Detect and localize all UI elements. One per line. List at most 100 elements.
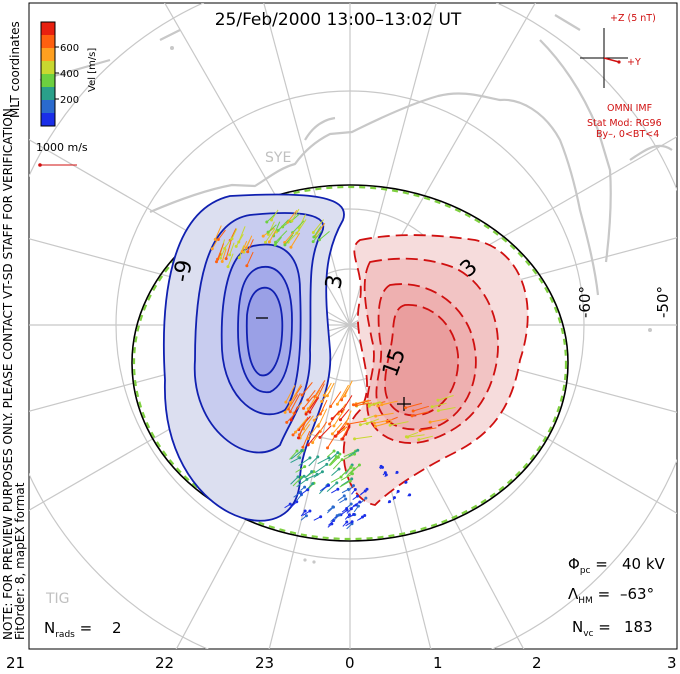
- velocity-vector-origin: [404, 480, 408, 484]
- velocity-vector-origin: [266, 232, 270, 236]
- velocity-vector-origin: [312, 235, 316, 239]
- velocity-vector-origin: [295, 231, 299, 235]
- velocity-vector: [247, 239, 254, 252]
- velocity-vector: [290, 406, 299, 421]
- velocity-vector: [303, 415, 314, 430]
- velocity-vector: [265, 228, 276, 243]
- velocity-vector-origin: [356, 494, 360, 498]
- velocity-vector-origin: [350, 520, 354, 524]
- velocity-vector: [326, 450, 335, 458]
- velocity-vector-origin: [343, 394, 347, 398]
- velocity-vector-origin: [337, 467, 341, 471]
- velocity-vector-origin: [332, 449, 336, 453]
- velocity-vector: [238, 226, 246, 243]
- colorbar-segment: [41, 61, 55, 75]
- velocity-vector: [317, 457, 330, 465]
- velocity-vector: [420, 427, 437, 432]
- imf-y-label: +Y: [627, 57, 641, 68]
- velocity-vector: [308, 456, 319, 467]
- velocity-vector: [344, 453, 355, 460]
- velocity-vector: [337, 384, 349, 405]
- velocity-vector: [217, 229, 226, 240]
- velocity-vector-origin: [283, 241, 287, 245]
- velocity-vector-origin: [322, 393, 326, 397]
- velocity-vector: [307, 430, 320, 446]
- velocity-vector-origin: [312, 418, 316, 422]
- velocity-vector-origin: [367, 404, 371, 408]
- velocity-vector-origin: [376, 404, 380, 408]
- velocity-vector-origin: [328, 422, 332, 426]
- velocity-vector-origin: [351, 484, 355, 488]
- colorbar-segment: [41, 100, 55, 114]
- velocity-vector-origin: [300, 449, 304, 453]
- hm-boundary-inner: [132, 185, 568, 541]
- velocity-vector: [333, 408, 346, 427]
- velocity-vector-origin: [284, 400, 288, 404]
- velocity-vector-origin: [285, 420, 289, 424]
- velocity-vector-origin: [283, 410, 287, 414]
- velocity-vector-origin: [306, 398, 310, 402]
- colorbar-tick-400: 400: [60, 69, 79, 80]
- velocity-vector-origin: [308, 410, 312, 414]
- velocity-vector-origin: [294, 430, 298, 434]
- velocity-vector: [287, 210, 298, 223]
- velocity-vector: [349, 464, 360, 475]
- velocity-vector: [303, 396, 314, 409]
- velocity-vector: [340, 473, 353, 481]
- colorbar-segment: [41, 113, 55, 127]
- velocity-vector-origin: [304, 412, 308, 416]
- velocity-vector: [323, 382, 332, 396]
- velocity-vector: [295, 466, 305, 473]
- velocity-vector: [317, 408, 328, 427]
- velocity-vector: [319, 425, 332, 438]
- velocity-vector-origin: [244, 246, 248, 250]
- contour-label-pos-3a: 3: [321, 273, 348, 291]
- velocity-vector-origin: [436, 398, 440, 402]
- velocity-vector: [331, 407, 344, 419]
- velocity-vector: [390, 421, 409, 426]
- scale-vector: 1000 m/s: [36, 141, 88, 167]
- n-vc-value: 183: [624, 618, 653, 636]
- velocity-vector: [364, 414, 376, 420]
- velocity-vector: [375, 412, 394, 417]
- velocity-vector: [329, 456, 339, 466]
- velocity-vector: [313, 409, 325, 421]
- velocity-vector-origin: [333, 434, 337, 438]
- velocity-vector-origin: [350, 477, 354, 481]
- n-vc-label: Nvc =: [572, 618, 611, 639]
- velocity-vector-origin: [290, 219, 294, 223]
- velocity-vector: [292, 220, 305, 233]
- velocity-vector: [290, 232, 301, 248]
- velocity-vector-origin: [327, 456, 331, 460]
- velocity-vector-origin: [226, 265, 230, 269]
- velocity-vector-origin: [353, 487, 357, 491]
- velocity-vector-origin: [298, 456, 302, 460]
- velocity-vector-origin: [349, 502, 353, 506]
- velocity-vector: [284, 231, 295, 243]
- velocity-vector: [273, 221, 281, 237]
- velocity-vector: [319, 399, 328, 415]
- velocity-vector-origin: [312, 470, 316, 474]
- velocity-vector-origin: [228, 253, 232, 257]
- velocity-vector: [437, 394, 454, 401]
- velocity-vector: [295, 418, 307, 433]
- mlt-tick-3: 3: [667, 654, 677, 672]
- velocity-vector-origin: [380, 403, 384, 407]
- velocity-vector: [246, 251, 254, 267]
- velocity-vector-origin: [306, 488, 310, 492]
- velocity-vector: [217, 243, 225, 260]
- velocity-vector: [316, 383, 325, 399]
- velocity-vector: [328, 452, 339, 462]
- velocity-vector-origin: [348, 479, 352, 483]
- velocity-vector-origin: [261, 234, 265, 238]
- velocity-vector: [301, 382, 313, 396]
- velocity-vector: [211, 239, 218, 250]
- velocity-vector-origin: [349, 507, 353, 511]
- velocity-vector: [331, 468, 340, 476]
- velocity-vector: [274, 236, 282, 246]
- velocity-vector: [334, 425, 346, 437]
- velocity-vector-origin: [302, 406, 306, 410]
- velocity-vector: [309, 397, 319, 413]
- velocity-vector-origin: [352, 512, 356, 516]
- velocity-vector-origin: [311, 441, 315, 445]
